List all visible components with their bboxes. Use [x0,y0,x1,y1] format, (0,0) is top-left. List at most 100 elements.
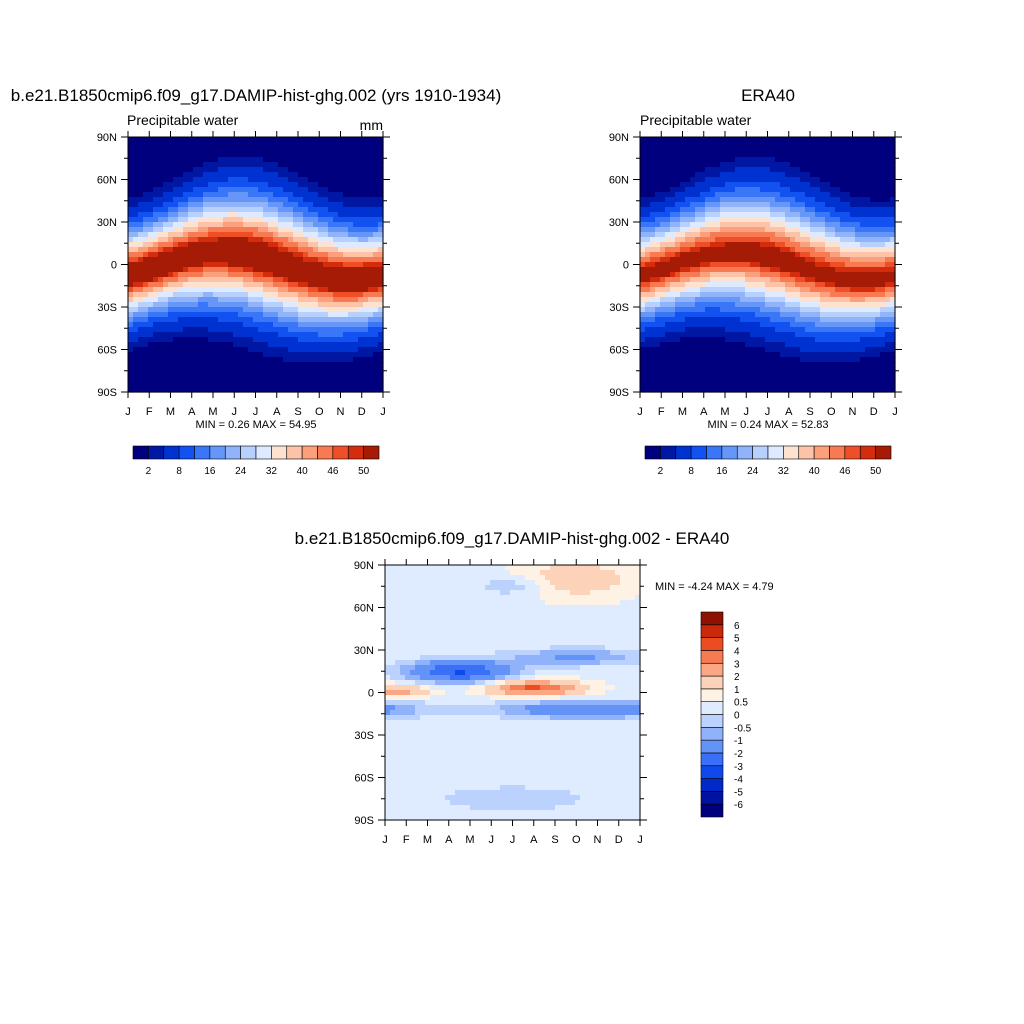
contour-cell [715,212,721,218]
contour-cell [870,207,876,213]
contour-cell [173,227,179,233]
contour-cell [328,177,334,183]
contour-cell [358,262,364,268]
contour-cell [810,142,816,148]
contour-cell [138,182,144,188]
contour-cell [785,307,791,313]
contour-cell [865,282,871,288]
contour-cell [775,277,781,283]
contour-cell [885,237,891,243]
y-tick-label: 30S [97,302,117,314]
contour-cell [263,312,269,318]
contour-cell [640,187,646,193]
contour-cell [283,247,289,253]
contour-cell [163,372,169,378]
contour-cell [860,302,866,308]
contour-cell [760,312,766,318]
contour-cell [248,197,254,203]
contour-cell [800,157,806,163]
contour-cell [178,202,184,208]
contour-cell [845,237,851,243]
contour-cell [720,207,726,213]
contour-cell [333,242,339,248]
contour-cell [198,382,204,388]
contour-cell [298,172,304,178]
contour-cell [675,167,681,173]
contour-cell [715,177,721,183]
contour-cell [735,347,741,353]
contour-cell [248,162,254,168]
contour-cell [860,252,866,258]
contour-cell [645,152,651,158]
contour-cell [815,342,821,348]
contour-cell [700,332,706,338]
contour-cell [705,282,711,288]
contour-cell [865,262,871,268]
contour-cell [353,247,359,253]
contour-cell [378,367,384,373]
contour-cell [680,167,686,173]
contour-cell [780,327,786,333]
contour-cell [243,212,249,218]
contour-cell [173,357,179,363]
contour-cell [193,207,199,213]
contour-cell [845,242,851,248]
contour-cell [750,332,756,338]
contour-cell [278,272,284,278]
contour-cell [188,347,194,353]
contour-cell [710,302,716,308]
contour-cell [338,182,344,188]
contour-cell [875,337,881,343]
contour-cell [870,222,876,228]
contour-cell [815,297,821,303]
contour-cell [775,307,781,313]
contour-cell [148,352,154,358]
contour-cell [308,177,314,183]
contour-cell [253,377,259,383]
contour-cell [263,382,269,388]
contour-cell [690,332,696,338]
contour-cell [323,337,329,343]
contour-cell [263,252,269,258]
contour-cell [770,227,776,233]
contour-cell [650,312,656,318]
contour-cell [735,282,741,288]
contour-cell [855,312,861,318]
contour-cell [293,142,299,148]
contour-cell [178,187,184,193]
contour-cell [343,307,349,313]
contour-cell [323,372,329,378]
contour-cell [258,192,264,198]
contour-cell [775,267,781,273]
contour-cell [253,317,259,323]
contour-cell [660,312,666,318]
contour-cell [770,212,776,218]
contour-cell [323,167,329,173]
contour-cell [695,202,701,208]
contour-cell [760,352,766,358]
contour-cell [368,302,374,308]
contour-cell [655,332,661,338]
contour-cell [760,242,766,248]
contour-cell [338,367,344,373]
contour-cell [303,332,309,338]
contour-cell [293,252,299,258]
contour-cell [183,242,189,248]
contour-cell [143,302,149,308]
contour-cell [765,287,771,293]
contour-cell [855,332,861,338]
contour-cell [715,307,721,313]
contour-cell [378,237,384,243]
contour-cell [153,182,159,188]
contour-cell [665,202,671,208]
contour-cell [870,287,876,293]
contour-cell [308,292,314,298]
contour-cell [645,197,651,203]
contour-cell [715,287,721,293]
contour-cell [373,322,379,328]
contour-cell [670,262,676,268]
contour-cell [870,302,876,308]
contour-cell [273,247,279,253]
contour-cell [213,222,219,228]
contour-cell [870,177,876,183]
